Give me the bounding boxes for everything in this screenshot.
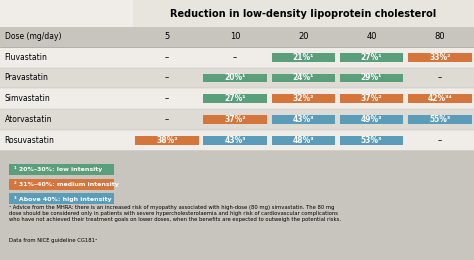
Text: 53%³: 53%³ [361, 136, 383, 145]
FancyBboxPatch shape [408, 115, 472, 124]
FancyBboxPatch shape [0, 88, 474, 109]
Text: 29%¹: 29%¹ [361, 74, 383, 82]
Text: 24%¹: 24%¹ [292, 74, 314, 82]
FancyBboxPatch shape [203, 136, 267, 145]
FancyBboxPatch shape [0, 47, 474, 68]
Text: –: – [165, 53, 169, 62]
Text: Atorvastatin: Atorvastatin [5, 115, 52, 124]
FancyBboxPatch shape [340, 94, 403, 103]
FancyBboxPatch shape [0, 109, 474, 130]
Text: 21%¹: 21%¹ [292, 53, 314, 62]
Text: Reduction in low-density lipoprotein cholesterol: Reduction in low-density lipoprotein cho… [170, 9, 437, 18]
FancyBboxPatch shape [203, 115, 267, 124]
Text: –: – [165, 74, 169, 82]
FancyBboxPatch shape [408, 53, 472, 62]
Text: Pravastatin: Pravastatin [5, 74, 49, 82]
FancyBboxPatch shape [9, 193, 114, 204]
FancyBboxPatch shape [203, 94, 267, 103]
FancyBboxPatch shape [340, 53, 403, 62]
Text: 10: 10 [230, 32, 240, 41]
FancyBboxPatch shape [340, 74, 403, 82]
Text: 80: 80 [435, 32, 445, 41]
Text: Dose (mg/day): Dose (mg/day) [5, 32, 61, 41]
FancyBboxPatch shape [135, 136, 199, 145]
Text: Data from NICE guideline CG181⁴: Data from NICE guideline CG181⁴ [9, 238, 98, 243]
Text: 37%²: 37%² [361, 94, 383, 103]
Text: 32%²: 32%² [292, 94, 314, 103]
Text: 40: 40 [366, 32, 377, 41]
FancyBboxPatch shape [272, 94, 335, 103]
Text: –: – [233, 53, 237, 62]
Text: 55%³: 55%³ [429, 115, 450, 124]
FancyBboxPatch shape [340, 136, 403, 145]
Text: –: – [165, 115, 169, 124]
Text: Rosuvastatin: Rosuvastatin [5, 136, 55, 145]
Text: Fluvastatin: Fluvastatin [5, 53, 47, 62]
Text: –: – [165, 94, 169, 103]
Text: 42%³⁴: 42%³⁴ [428, 94, 452, 103]
FancyBboxPatch shape [272, 74, 335, 82]
Text: –: – [438, 74, 442, 82]
Text: ³ Above 40%: high intensity: ³ Above 40%: high intensity [14, 196, 112, 202]
FancyBboxPatch shape [9, 179, 114, 190]
Text: 20: 20 [298, 32, 309, 41]
FancyBboxPatch shape [272, 115, 335, 124]
Text: 33%²: 33%² [429, 53, 451, 62]
FancyBboxPatch shape [203, 74, 267, 82]
Text: 49%³: 49%³ [361, 115, 383, 124]
FancyBboxPatch shape [0, 68, 474, 88]
FancyBboxPatch shape [272, 53, 335, 62]
Text: 20%¹: 20%¹ [224, 74, 246, 82]
FancyBboxPatch shape [272, 136, 335, 145]
FancyBboxPatch shape [9, 164, 114, 175]
Text: 43%³: 43%³ [224, 136, 246, 145]
Text: 37%²: 37%² [224, 115, 246, 124]
Text: ² 31%–40%: medium intensity: ² 31%–40%: medium intensity [14, 181, 119, 187]
Text: 27%¹: 27%¹ [361, 53, 383, 62]
Text: ⁴ Advice from the MHRA: there is an increased risk of myopathy associated with h: ⁴ Advice from the MHRA: there is an incr… [9, 205, 341, 222]
FancyBboxPatch shape [340, 115, 403, 124]
Text: 38%²: 38%² [156, 136, 178, 145]
Text: 5: 5 [164, 32, 170, 41]
Text: 48%³: 48%³ [292, 136, 314, 145]
Text: 43%³: 43%³ [292, 115, 314, 124]
FancyBboxPatch shape [0, 130, 474, 151]
FancyBboxPatch shape [133, 0, 474, 27]
FancyBboxPatch shape [408, 94, 472, 103]
Text: 27%¹: 27%¹ [224, 94, 246, 103]
Text: ¹ 20%–30%: low intensity: ¹ 20%–30%: low intensity [14, 166, 102, 172]
Text: Simvastatin: Simvastatin [5, 94, 51, 103]
FancyBboxPatch shape [0, 0, 133, 27]
Text: –: – [438, 136, 442, 145]
